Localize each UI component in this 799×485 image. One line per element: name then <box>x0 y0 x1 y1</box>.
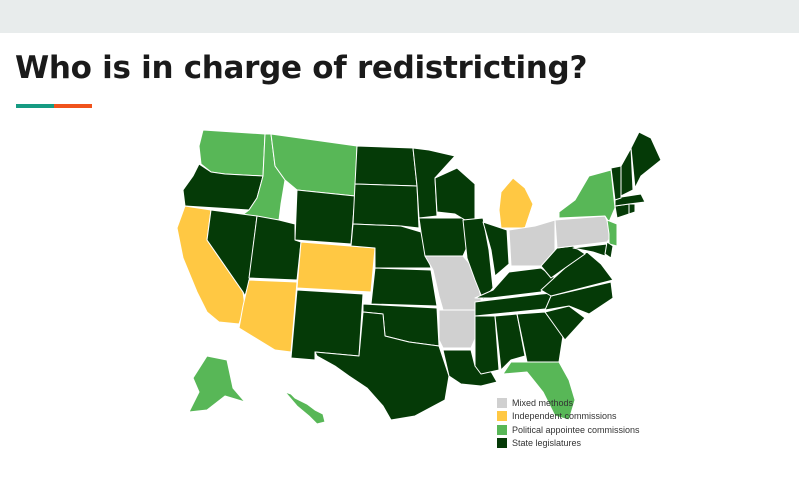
state-ut <box>248 215 302 281</box>
state-nm <box>290 289 364 361</box>
state-al <box>494 313 526 371</box>
state-nd <box>354 145 418 187</box>
underline-orange-segment <box>54 104 92 108</box>
state-nh <box>620 147 634 197</box>
legend-label-political: Political appointee commissions <box>512 424 640 435</box>
state-de <box>604 241 614 259</box>
state-hi <box>284 391 326 425</box>
legend-item-mixed: Mixed methods <box>497 396 640 410</box>
underline-teal-segment <box>16 104 54 108</box>
state-wi <box>434 167 476 221</box>
map-svg <box>176 129 662 425</box>
state-in <box>482 221 510 277</box>
legend-label-legislature: State legislatures <box>512 438 582 449</box>
state-tx <box>314 311 450 421</box>
legend-swatch-political <box>497 424 507 435</box>
legend-label-independent: Independent commissions <box>512 411 617 422</box>
state-fl <box>502 361 576 421</box>
state-vt <box>610 165 622 201</box>
legend-swatch-independent <box>497 411 507 422</box>
states-layer <box>176 129 662 425</box>
state-ms <box>474 315 500 375</box>
state-ak <box>188 355 246 413</box>
legend-swatch-mixed <box>497 397 507 408</box>
state-ks <box>370 267 438 307</box>
state-ri <box>628 203 636 215</box>
top-bar <box>0 0 799 33</box>
state-mi <box>498 177 534 229</box>
page-title: Who is in charge of redistricting? <box>15 50 588 86</box>
state-ga <box>516 311 564 363</box>
state-nj <box>606 219 618 247</box>
state-az <box>238 279 298 353</box>
us-redistricting-map <box>145 120 675 430</box>
state-ma <box>614 193 646 207</box>
state-ny <box>558 169 616 223</box>
legend-item-independent: Independent commissions <box>497 410 640 424</box>
legend-item-legislature: State legislatures <box>497 437 640 451</box>
state-me <box>630 131 662 189</box>
state-la <box>442 349 498 387</box>
title-underline <box>16 104 92 108</box>
state-sc <box>544 305 586 341</box>
state-md <box>572 243 608 257</box>
state-sd <box>352 183 420 229</box>
state-ne <box>350 223 432 269</box>
state-wy <box>294 189 356 245</box>
legend-swatch-legislature <box>497 438 507 449</box>
state-pa <box>554 215 614 249</box>
state-wa <box>198 129 266 177</box>
map-legend: Mixed methods Independent commissions Po… <box>497 396 640 450</box>
legend-item-political: Political appointee commissions <box>497 423 640 437</box>
state-nc <box>544 281 614 315</box>
legend-label-mixed: Mixed methods <box>512 397 574 408</box>
state-co <box>296 241 376 293</box>
